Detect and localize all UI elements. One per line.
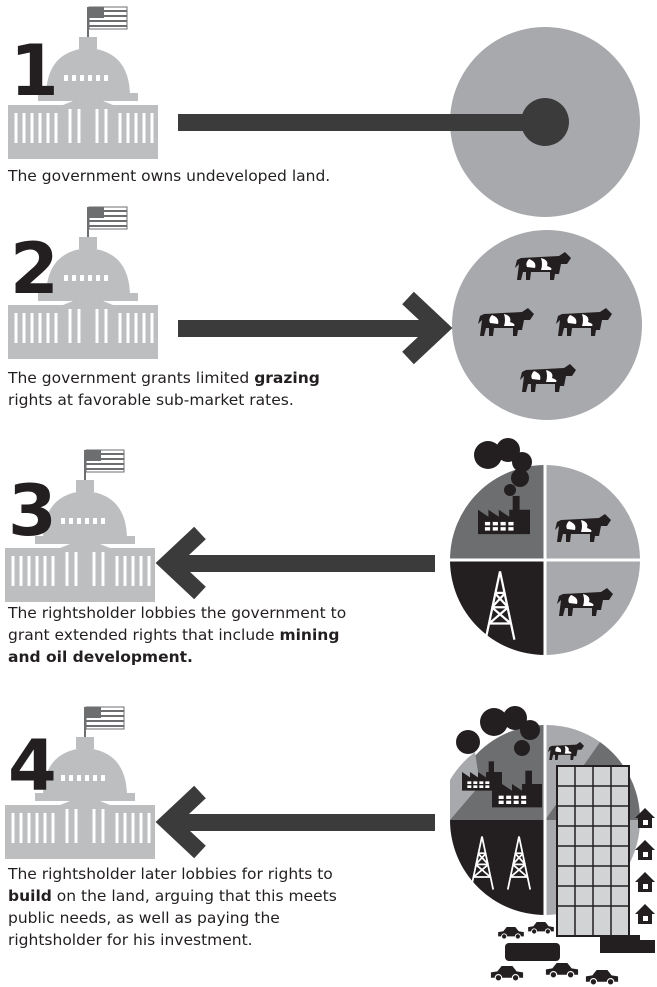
caption-line: The rightsholder later lobbies for right…: [7, 865, 333, 883]
caption-segment: mining: [279, 626, 339, 644]
step-number: 3: [8, 470, 57, 552]
caption-line: The rightsholder lobbies the government …: [7, 604, 346, 622]
caption-segment: grant extended rights that include: [8, 626, 279, 644]
arrow-left: [168, 792, 435, 852]
caption-segment: and oil development.: [8, 648, 193, 666]
step-number: 4: [8, 725, 57, 807]
caption-segment: The rightsholder later lobbies for right…: [7, 865, 333, 883]
step-number: 2: [10, 228, 59, 310]
caption-segment: rights at favorable sub-market rates.: [8, 391, 294, 409]
caption-segment: public needs, as well as paying the: [8, 909, 280, 927]
caption-line: The government owns undeveloped land.: [7, 167, 330, 185]
arrow-left: [168, 533, 435, 593]
caption-segment: on the land, arguing that this meets: [52, 887, 337, 905]
caption-line: grant extended rights that include minin…: [8, 626, 339, 644]
mining-pie: [445, 438, 645, 660]
caption-segment: grazing: [254, 369, 320, 387]
caption-segment: The government grants limited: [7, 369, 254, 387]
land-circle: [178, 27, 640, 217]
caption-line: public needs, as well as paying the: [8, 909, 280, 927]
development-pie: [450, 706, 655, 985]
caption-segment: build: [8, 887, 52, 905]
caption-segment: rightsholder for his investment.: [8, 931, 253, 949]
arrow-right: [178, 298, 440, 358]
caption-line: rightsholder for his investment.: [8, 931, 253, 949]
step-number: 1: [10, 30, 59, 112]
caption-line: rights at favorable sub-market rates.: [8, 391, 294, 409]
caption-segment: The rightsholder lobbies the government …: [7, 604, 346, 622]
infographic: 1 The government owns undeveloped land. 2 T…: [0, 0, 657, 987]
caption-line: and oil development.: [8, 648, 193, 666]
caption-segment: The government owns undeveloped land.: [7, 167, 330, 185]
grazing-circle: [452, 230, 642, 420]
caption-line: build on the land, arguing that this mee…: [8, 887, 337, 905]
caption-line: The government grants limited grazing: [7, 369, 320, 387]
